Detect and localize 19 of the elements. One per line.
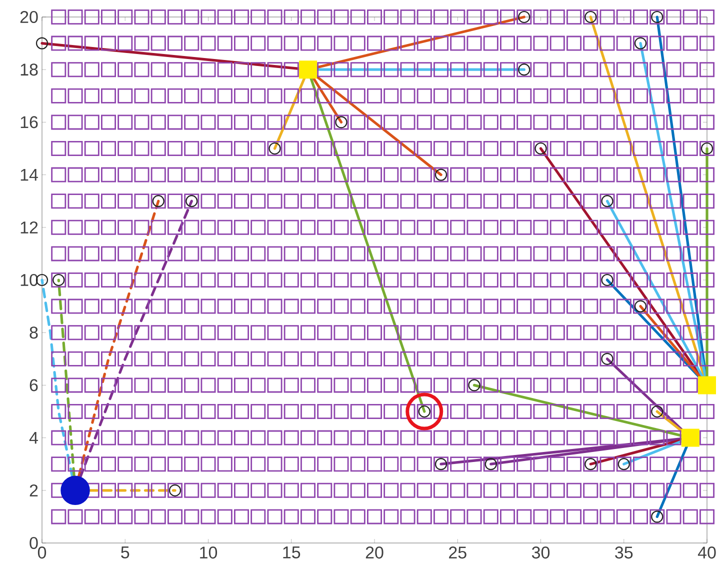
y-tick-label: 6: [30, 379, 38, 392]
x-tick-label: 30: [532, 546, 550, 559]
x-tick-label: 0: [38, 546, 46, 559]
y-tick-label: 4: [29, 432, 38, 444]
y-tick-label: 18: [20, 64, 38, 76]
x-tick-label: 20: [366, 546, 384, 559]
y-tick-label: 12: [20, 221, 38, 234]
x-tick-label: 15: [283, 546, 300, 558]
x-tick-label: 10: [200, 546, 218, 559]
y-tick-label: 16: [20, 116, 38, 128]
x-tick-label: 35: [615, 546, 633, 559]
y-tick-label: 2: [30, 484, 38, 496]
y-tick-label: 14: [20, 168, 38, 181]
y-tick-label: 8: [30, 326, 38, 339]
y-tick-label: 20: [20, 10, 38, 24]
x-tick-label: 5: [121, 546, 130, 558]
x-tick-label: 40: [698, 546, 716, 559]
y-tick-label: 0: [30, 536, 38, 550]
x-tick-label: 25: [449, 546, 466, 559]
